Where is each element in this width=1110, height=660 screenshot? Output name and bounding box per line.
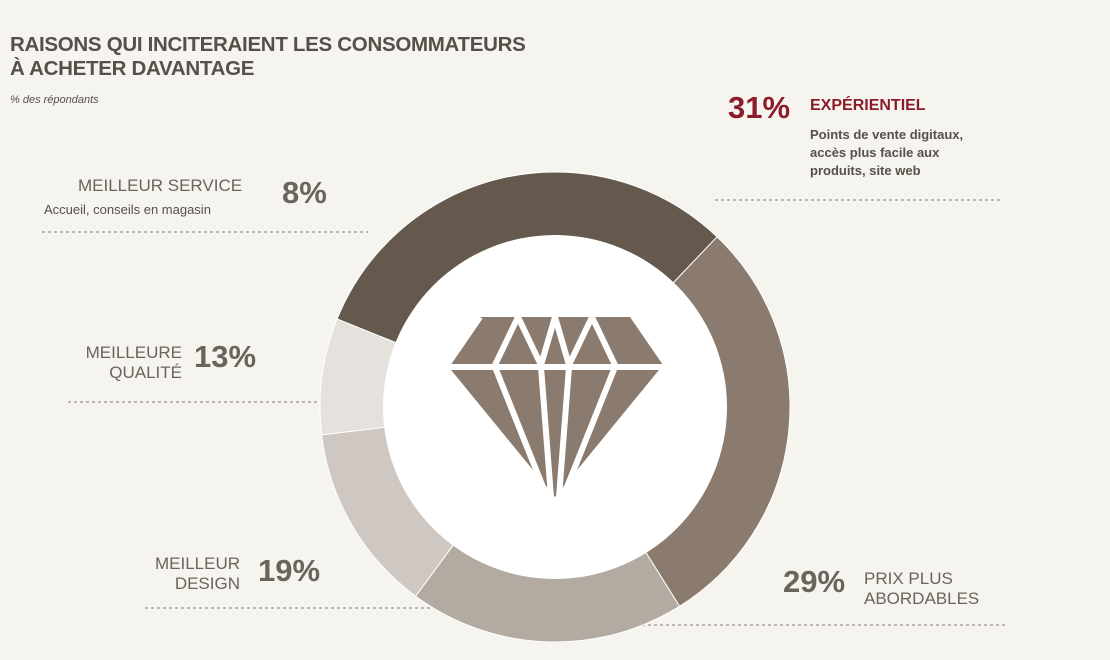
label-line: ABORDABLES — [864, 589, 980, 608]
slice-value-experientiel: 31% — [728, 90, 791, 125]
chart-title-line-2: À ACHETER DAVANTAGE — [10, 57, 255, 80]
label-line: PRIX PLUS — [864, 569, 953, 588]
slice-value-prix-plus-abordables: 29% — [783, 564, 846, 599]
chart-title: RAISONS QUI INCITERAIENT LES CONSOMMATEU… — [10, 33, 526, 81]
slice-label-experientiel: EXPÉRIENTIEL — [810, 97, 926, 114]
description-line: Points de vente digitaux, — [810, 127, 964, 142]
diamond-icon — [443, 315, 667, 499]
description-line: produits, site web — [810, 163, 921, 178]
label-line: MEILLEUR — [154, 554, 240, 573]
description-line: accès plus facile aux — [810, 145, 940, 160]
label-line: MEILLEURE — [85, 343, 182, 362]
slice-label-prix-plus-abordables: PRIX PLUS ABORDABLES — [864, 569, 979, 609]
slice-value-meilleure-qualite: 13% — [194, 339, 257, 374]
slice-label-meilleure-qualite: MEILLEURE QUALITÉ — [60, 343, 182, 383]
slice-value-meilleur-service: 8% — [282, 175, 327, 210]
slice-label-meilleur-service: MEILLEUR SERVICE — [78, 176, 243, 195]
slice-description-experientiel: Points de vente digitaux, accès plus fac… — [810, 126, 963, 180]
label-line: QUALITÉ — [109, 363, 182, 382]
chart-subtitle: % des répondants — [10, 94, 99, 106]
label-line: DESIGN — [174, 574, 240, 593]
slice-description-meilleur-service: Accueil, conseils en magasin — [44, 202, 211, 217]
chart-title-line-1: RAISONS QUI INCITERAIENT LES CONSOMMATEU… — [10, 33, 526, 56]
slice-label-meilleur-design: MEILLEUR DESIGN — [120, 554, 240, 594]
slice-value-meilleur-design: 19% — [258, 553, 321, 588]
